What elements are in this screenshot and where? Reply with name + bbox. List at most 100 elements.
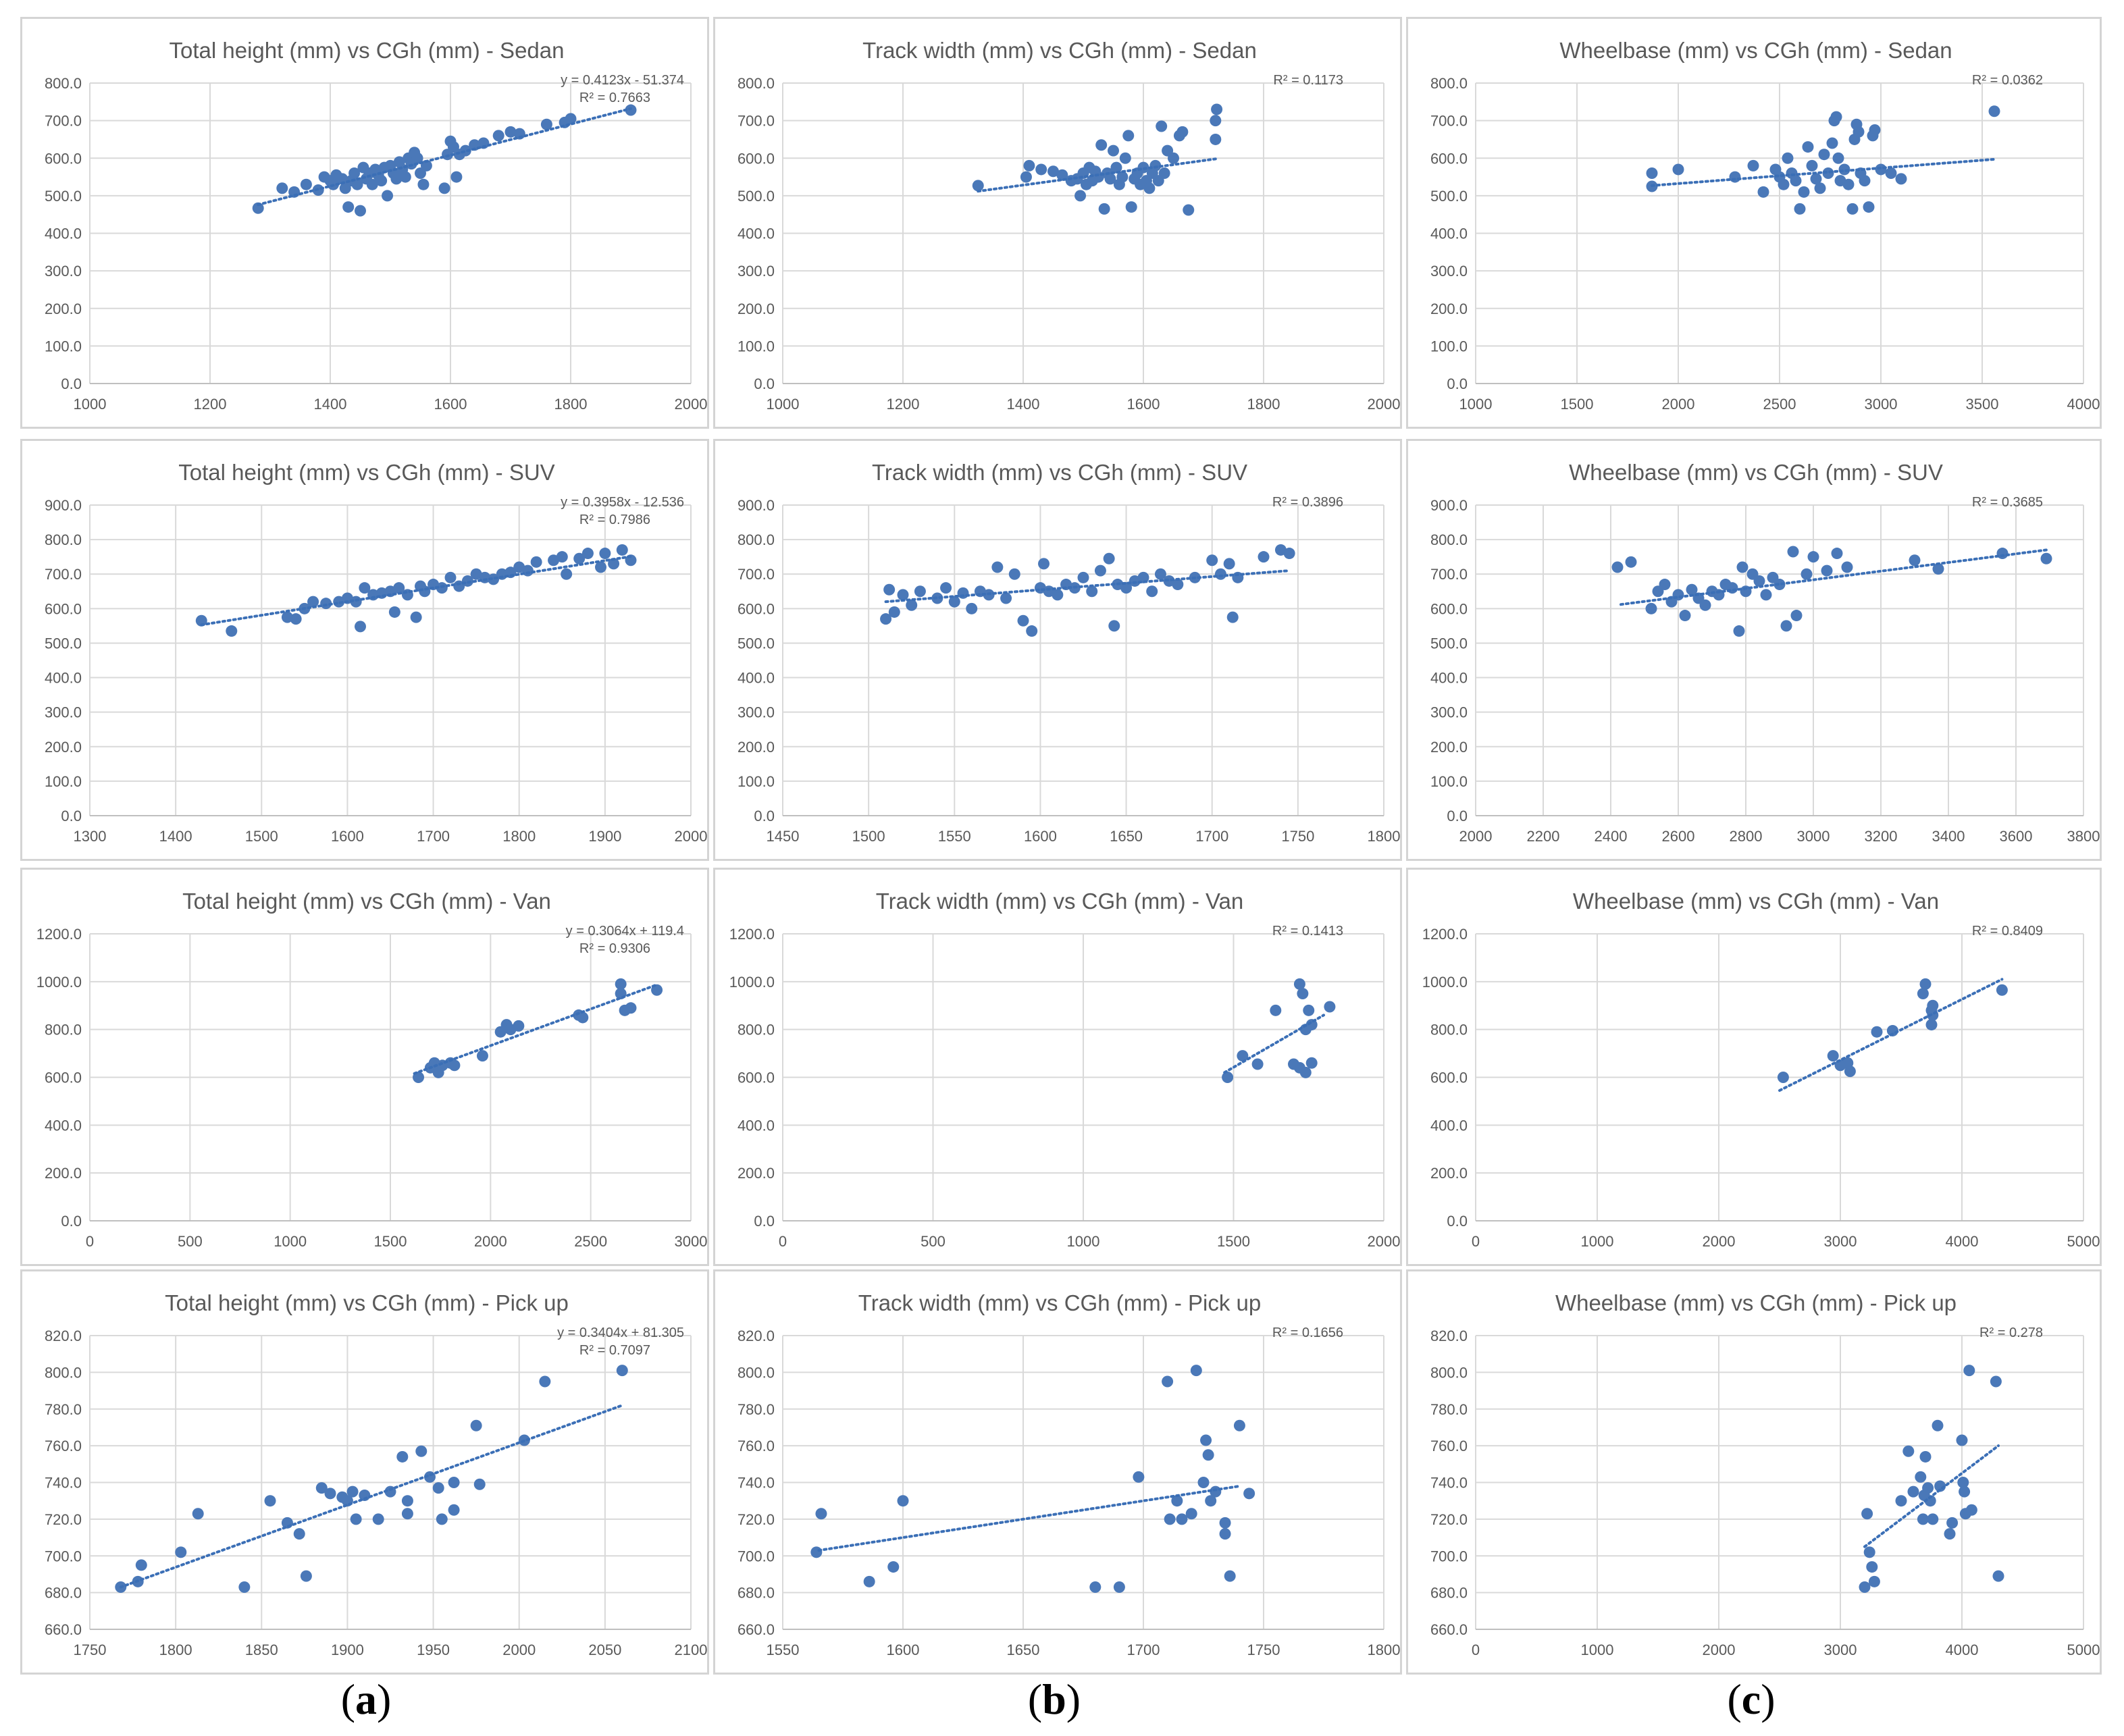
y-tick-label: 100.0	[737, 338, 775, 354]
data-point	[1806, 159, 1818, 172]
y-tick-label: 700.0	[737, 566, 775, 583]
column-label-b: (b)	[1027, 1675, 1081, 1723]
x-tick-label: 0	[1472, 1233, 1480, 1250]
y-tick-label: 1000.0	[1422, 974, 1468, 991]
data-point	[1270, 1004, 1282, 1016]
x-tick-label: 2600	[1662, 828, 1695, 845]
y-tick-label: 800.0	[45, 531, 82, 548]
chart-title: Wheelbase (mm) vs CGh (mm) - Van	[1573, 889, 1939, 914]
trend-line	[1778, 978, 2004, 1092]
data-point	[1176, 1513, 1188, 1525]
y-tick-label: 0.0	[61, 375, 82, 392]
data-point	[393, 582, 405, 594]
data-point	[388, 606, 400, 618]
y-tick-label: 400.0	[737, 670, 775, 687]
trend-line	[200, 555, 632, 627]
x-tick-label: 3200	[1865, 828, 1898, 845]
data-point	[1197, 1477, 1210, 1488]
x-tick-label: 5000	[2067, 1233, 2100, 1250]
x-tick-label: 2000	[1703, 1641, 1736, 1658]
data-point	[1802, 141, 1814, 153]
y-tick-label: 400.0	[1430, 1117, 1468, 1134]
y-tick-label: 1000.0	[729, 974, 775, 991]
data-point	[1778, 178, 1790, 190]
y-tick-label: 800.0	[45, 75, 82, 92]
chart-panel-van-height: Total height (mm) vs CGh (mm) - Van 0 500 1…	[20, 868, 709, 1266]
data-point	[1035, 163, 1047, 176]
x-tick-label: 1700	[1127, 1641, 1160, 1658]
x-tick-label: 1500	[245, 828, 278, 845]
data-point	[1611, 561, 1624, 573]
r-squared-label: R² = 0.7986	[579, 512, 650, 527]
data-point	[906, 599, 918, 611]
data-point	[1659, 579, 1671, 591]
data-point	[355, 205, 366, 217]
y-tick-label: 1200.0	[729, 926, 775, 943]
y-tick-label: 700.0	[45, 113, 82, 130]
data-point	[252, 202, 264, 214]
x-tick-label: 1300	[74, 828, 107, 845]
data-point	[1086, 585, 1098, 598]
x-tick-label: 2000	[1662, 396, 1695, 413]
x-tick-label: 2200	[1527, 828, 1560, 845]
data-point	[384, 1485, 396, 1498]
y-tick-label: 800.0	[1430, 1022, 1468, 1038]
chart-panel-sedan-height: Total height (mm) vs CGh (mm) - Sedan 100…	[20, 17, 709, 429]
data-point	[1859, 1581, 1871, 1593]
data-point	[281, 611, 293, 623]
data-point	[581, 548, 594, 560]
data-point	[1932, 1419, 1944, 1431]
x-tick-label: 1500	[852, 828, 885, 845]
y-tick-label: 0.0	[61, 808, 82, 824]
data-point	[1932, 563, 1944, 575]
x-tick-label: 2400	[1595, 828, 1628, 845]
x-tick-label: 3000	[1797, 828, 1830, 845]
y-tick-label: 200.0	[45, 739, 82, 756]
x-tick-label: 1700	[1195, 828, 1228, 845]
y-tick-label: 200.0	[737, 300, 775, 317]
data-point	[1946, 1517, 1959, 1529]
y-tick-label: 660.0	[1430, 1621, 1468, 1638]
x-tick-label: 2050	[588, 1641, 621, 1658]
data-point	[1787, 546, 1799, 558]
data-point	[293, 1528, 305, 1540]
trend-line	[413, 983, 658, 1075]
data-point	[1205, 1495, 1217, 1507]
data-point	[1143, 182, 1156, 194]
x-tick-label: 1550	[767, 1641, 800, 1658]
data-point	[1233, 1419, 1245, 1431]
data-point	[880, 613, 892, 625]
y-tick-label: 700.0	[737, 1548, 775, 1564]
chart-panel-van-wheelbase: Wheelbase (mm) vs CGh (mm) - Van 0 1000 200…	[1406, 868, 2102, 1266]
y-tick-label: 0.0	[1447, 375, 1468, 392]
data-point	[1827, 1050, 1839, 1062]
data-point	[1299, 1066, 1312, 1078]
x-tick-label: 1700	[417, 828, 450, 845]
data-point	[448, 1059, 461, 1072]
chart-svg-van-height: Total height (mm) vs CGh (mm) - Van 0 500 1…	[36, 889, 708, 1250]
data-point	[887, 1561, 900, 1573]
data-point	[359, 582, 371, 594]
data-point	[342, 201, 355, 213]
data-point	[1200, 1434, 1212, 1446]
r-squared-label: R² = 0.1173	[1273, 73, 1343, 88]
data-point	[1679, 610, 1691, 622]
data-point	[1243, 1488, 1255, 1500]
y-tick-label: 200.0	[737, 1165, 775, 1182]
data-point	[1790, 175, 1802, 187]
data-point	[1154, 568, 1166, 580]
data-point	[991, 561, 1004, 573]
y-tick-label: 100.0	[45, 338, 82, 354]
data-point	[1120, 582, 1133, 594]
data-point	[1116, 171, 1129, 183]
y-tick-label: 720.0	[737, 1511, 775, 1528]
data-point	[1780, 620, 1792, 632]
data-point	[420, 159, 432, 172]
data-point	[815, 1508, 827, 1520]
y-tick-label: 500.0	[1430, 188, 1468, 205]
data-point	[396, 1450, 409, 1463]
y-tick-label: 680.0	[1430, 1585, 1468, 1602]
data-point	[616, 544, 628, 556]
y-tick-label: 100.0	[737, 773, 775, 790]
data-point	[513, 1020, 525, 1032]
